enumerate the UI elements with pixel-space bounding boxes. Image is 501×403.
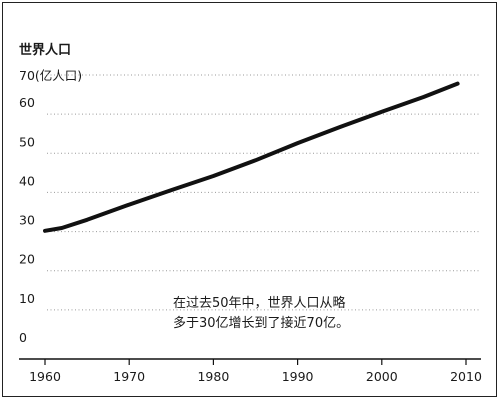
y-tick-label-30: 30 (19, 213, 35, 228)
y-tick-top-value: 70 (19, 68, 35, 83)
y-tick-label-20: 20 (19, 252, 35, 267)
series-group (43, 81, 460, 233)
x-tick-label-1980: 1980 (197, 369, 229, 384)
x-tick-label-2000: 2000 (366, 369, 398, 384)
y-tick-label-60: 60 (19, 95, 35, 110)
annotation-line-1: 在过去50年中，世界人口从略 (173, 295, 346, 311)
x-tick-label-1960: 1960 (29, 369, 61, 384)
x-tick-label-2010: 2010 (450, 369, 482, 384)
y-tick-labels: 0 10 20 30 40 50 60 (19, 95, 35, 345)
gridlines (47, 74, 481, 311)
y-tick-label-10: 10 (19, 291, 35, 306)
y-tick-label-0: 0 (19, 330, 27, 345)
chart-frame: 世界人口 70(亿人口) 0 10 20 30 40 50 60 1960 1970 1980 1… (2, 2, 497, 397)
x-tick-label-1990: 1990 (282, 369, 314, 384)
y-tick-label-50: 50 (19, 134, 35, 149)
y-tick-label-70: 70(亿人口) (19, 68, 82, 83)
x-axis: 1960 1970 1980 1990 2000 2010 (19, 358, 482, 384)
chart-title: 世界人口 (19, 42, 71, 58)
x-tick-label-1970: 1970 (113, 369, 145, 384)
y-axis-label: (亿人口) (35, 68, 82, 83)
series-line-0 (43, 81, 460, 233)
y-tick-label-40: 40 (19, 173, 35, 188)
annotation-line-2: 多于30亿增长到了接近70亿。 (173, 315, 349, 331)
